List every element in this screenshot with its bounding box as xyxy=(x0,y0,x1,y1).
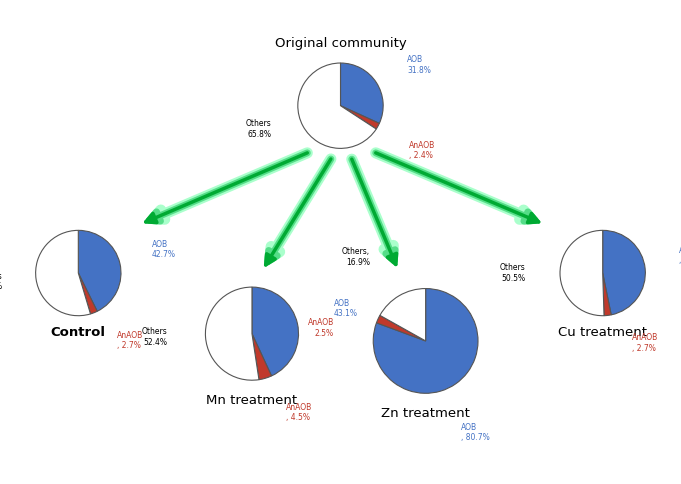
Wedge shape xyxy=(377,316,426,341)
Text: AOB
, 80.7%: AOB , 80.7% xyxy=(461,422,490,441)
Text: Cu treatment: Cu treatment xyxy=(558,325,647,338)
Text: Original community: Original community xyxy=(274,37,407,50)
Wedge shape xyxy=(206,287,259,380)
Text: Others
65.8%: Others 65.8% xyxy=(246,119,272,138)
Wedge shape xyxy=(78,273,97,314)
Wedge shape xyxy=(603,273,612,316)
Text: Others
50.5%: Others 50.5% xyxy=(500,263,526,282)
Text: Zn treatment: Zn treatment xyxy=(381,406,470,419)
Text: AnAOB
, 4.5%: AnAOB , 4.5% xyxy=(287,402,313,422)
Wedge shape xyxy=(560,231,604,316)
Text: AOB
, 46.8%: AOB , 46.8% xyxy=(679,245,681,264)
Text: AnAOB
, 2.7%: AnAOB , 2.7% xyxy=(117,330,144,349)
Text: Others
54.6%: Others 54.6% xyxy=(0,271,3,290)
Text: AnAOB
, 2.4%: AnAOB , 2.4% xyxy=(409,141,435,160)
Wedge shape xyxy=(298,64,376,149)
Wedge shape xyxy=(252,287,298,376)
Text: AOB
31.8%: AOB 31.8% xyxy=(407,55,431,75)
Wedge shape xyxy=(603,231,646,315)
Text: Mn treatment: Mn treatment xyxy=(206,393,298,406)
Wedge shape xyxy=(35,231,91,316)
Wedge shape xyxy=(340,106,379,130)
Text: Control: Control xyxy=(51,325,106,338)
Text: AOB
43.1%: AOB 43.1% xyxy=(334,298,358,318)
Text: Others
52.4%: Others 52.4% xyxy=(142,327,168,346)
Wedge shape xyxy=(340,64,383,124)
Text: Others,
16.9%: Others, 16.9% xyxy=(342,247,370,266)
Text: AnAOB
2.5%: AnAOB 2.5% xyxy=(308,318,334,337)
Wedge shape xyxy=(373,289,478,393)
Wedge shape xyxy=(252,334,272,380)
Wedge shape xyxy=(78,231,121,312)
Text: AOB
42.7%: AOB 42.7% xyxy=(152,240,176,259)
Text: AnAOB
, 2.7%: AnAOB , 2.7% xyxy=(633,333,659,352)
Wedge shape xyxy=(380,289,426,341)
